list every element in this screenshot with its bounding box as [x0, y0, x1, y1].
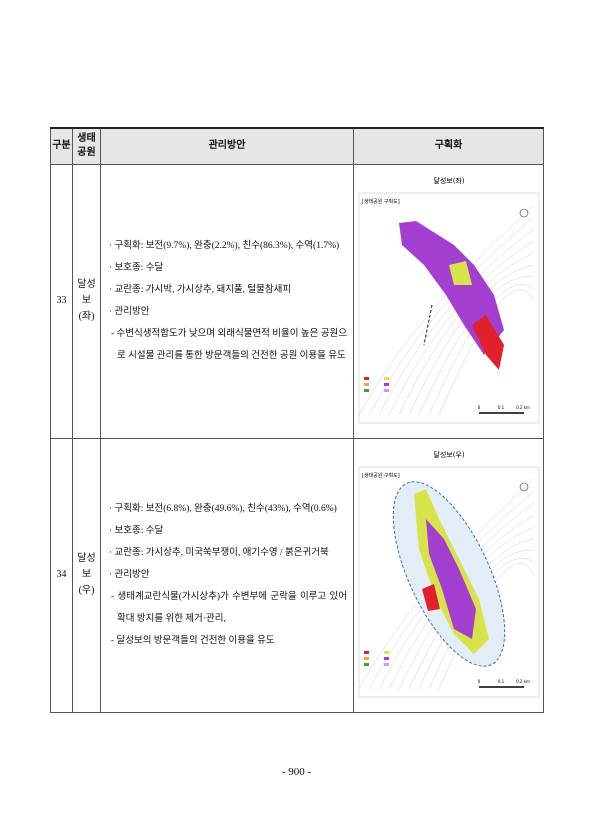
zone-hydrophilic: [426, 518, 476, 639]
table-row: 33 달성보 (좌) · 구획화: 보전(9.7%), 완충(2.2%), 친수(8…: [50, 163, 544, 439]
contour: [438, 562, 535, 689]
management-item: · 구획화: 보전(6.8%), 완충(49.6%), 친수(43%), 수역(…: [109, 504, 337, 514]
management-cell: · 구획화: 보전(9.7%), 완충(2.2%), 친수(86.3%), 수역…: [100, 163, 354, 439]
map-cell: 달성보(우) [생태공원 구획도] 0 0.1 0.2 km: [353, 437, 544, 713]
table-body: 33 달성보 (좌) · 구획화: 보전(9.7%), 완충(2.2%), 친수(8…: [50, 163, 544, 713]
contour: [438, 288, 535, 415]
legend-swatch: [384, 650, 389, 654]
management-item: · 교란종: 가시박, 가시상추, 돼지풀, 털물참새피: [109, 285, 292, 295]
management-item: · 보호종: 수달: [109, 263, 164, 273]
header-cell: 구획화: [353, 127, 544, 165]
legend: [364, 650, 389, 666]
north-arrow: [519, 482, 529, 491]
map-title: 달성보(우): [433, 450, 464, 459]
legend-swatch: [364, 376, 369, 380]
management-item: · 보호종: 수달: [109, 526, 164, 536]
scale-label: 0: [478, 405, 481, 410]
zone-buffer: [449, 260, 472, 285]
zone-conservation: [472, 314, 504, 370]
park-name: 달성보 (우): [72, 437, 101, 713]
management-item: · 교란종: 가시상추, 미국쑥부쟁이, 애기수영 / 붉은귀거북: [109, 548, 329, 558]
map-title: 달성보(좌): [433, 176, 464, 185]
management-detail: - 수변식생적합도가 낮으며 외래식물면적 비율이 높은 공원으로 시설물 관리…: [111, 329, 347, 361]
management-cell: · 구획화: 보전(6.8%), 완충(49.6%), 친수(43%), 수역(…: [100, 437, 354, 713]
legend-swatch: [364, 656, 369, 660]
scale-label: 0: [478, 679, 481, 684]
management-table: 구분 생태 공원 관리방안 구획화 33 달성보 (좌) · 구획화: 보전(9.7…: [50, 127, 544, 713]
header-cell: 관리방안: [100, 127, 354, 165]
legend-swatch: [364, 382, 369, 386]
scale-label: 0.2 km: [516, 405, 530, 410]
management-item: · 관리방안: [109, 307, 150, 317]
legend-swatch: [384, 656, 389, 660]
legend: [364, 376, 389, 392]
scale-label: 0.2 km: [516, 679, 530, 684]
header-cell: 구분: [50, 127, 73, 165]
legend-swatch: [364, 662, 369, 666]
header-row: 구분 생태 공원 관리방안 구획화: [50, 127, 544, 165]
zoning-map: 달성보(우) [생태공원 구획도] 0 0.1 0.2 km: [358, 450, 540, 697]
management-item: · 관리방안: [109, 570, 150, 580]
management-detail: - 생태계교란식물(가시상추)가 수변부에 군락을 이루고 있어 확대 방지를 …: [111, 592, 347, 624]
scale-label: 0.1: [498, 679, 505, 684]
zoning-map: 달성보(좌) [생태공원 구획도] 0 0.1 0.2 km: [358, 176, 540, 423]
row-number: 33: [50, 163, 73, 439]
park-name: 달성보 (좌): [72, 163, 101, 439]
header-cell: 생태 공원: [72, 127, 101, 165]
path-line: [423, 304, 433, 345]
legend-swatch: [384, 382, 389, 386]
management-detail: - 달성보의 방문객들의 건전한 이용을 유도: [111, 636, 275, 646]
scale-label: 0.1: [498, 405, 505, 410]
north-arrow: [519, 208, 529, 217]
row-number: 34: [50, 437, 73, 713]
map-cell: 달성보(좌) [생태공원 구획도] 0 0.1 0.2 km: [353, 163, 544, 439]
contour: [378, 228, 535, 415]
zone-conservation: [422, 583, 440, 611]
map-subtitle: [생태공원 구획도]: [362, 472, 400, 479]
table-row: 34 달성보 (우) · 구획화: 보전(6.8%), 완충(49.6%), 친수(…: [50, 437, 544, 713]
management-item: · 구획화: 보전(9.7%), 완충(2.2%), 친수(86.3%), 수역…: [109, 241, 340, 251]
zones: [392, 480, 506, 667]
legend-swatch: [384, 376, 389, 380]
page-number: - 900 -: [281, 766, 312, 778]
legend-swatch: [384, 388, 389, 392]
zones: [399, 220, 504, 370]
map-subtitle: [생태공원 구획도]: [362, 198, 400, 205]
legend-swatch: [364, 650, 369, 654]
contour: [368, 216, 535, 415]
map-frame: [358, 192, 540, 423]
legend-swatch: [364, 388, 369, 392]
legend-swatch: [384, 662, 389, 666]
